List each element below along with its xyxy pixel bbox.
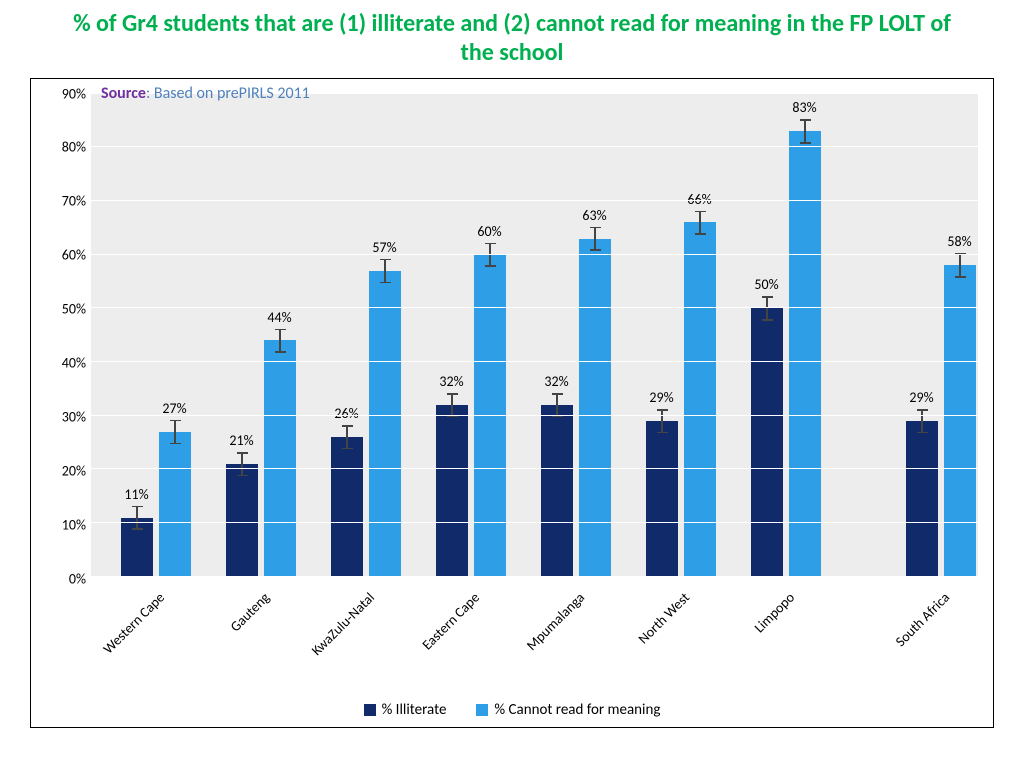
bar (579, 239, 611, 577)
bar-value-label: 11% (107, 486, 167, 503)
bar-group: 32% 60% (418, 94, 523, 577)
bar (331, 437, 363, 577)
bar-value-label: 83% (775, 99, 835, 116)
bar-group: 50% 83% (733, 94, 838, 577)
y-tick: 80% (46, 139, 86, 156)
bar (751, 308, 783, 576)
y-tick: 60% (46, 247, 86, 264)
y-tick: 10% (46, 516, 86, 533)
bar (789, 131, 821, 576)
x-tick-label: North West (634, 589, 692, 647)
bar-group: 26%57% (313, 94, 418, 577)
bar (436, 405, 468, 577)
gridline (91, 254, 978, 255)
gridline (91, 576, 978, 577)
bar-value-label: 60% (460, 223, 520, 240)
bar (944, 265, 976, 576)
bar-value-label: 32% (422, 373, 482, 390)
source-label: Source (101, 84, 146, 103)
y-tick: 50% (46, 301, 86, 318)
x-tick-label: Gauteng (226, 589, 272, 635)
legend-item: % Cannot read for meaning (476, 701, 660, 719)
bar-value-label: 32% (527, 373, 587, 390)
x-tick-label: South Africa (891, 589, 952, 650)
chart-title: % of Gr4 students that are (1) illiterat… (60, 10, 964, 68)
bar-value-label: 58% (930, 233, 990, 250)
y-tick: 70% (46, 193, 86, 210)
x-tick-label: Eastern Cape (418, 589, 482, 653)
bar-group: 29% 58% (888, 94, 993, 577)
y-tick: 40% (46, 355, 86, 372)
plot-area: 11%27%21%44%26%57%32%60%32%63%29%66%50%8… (91, 94, 978, 577)
bar-group: 32% 63% (523, 94, 628, 577)
y-tick: 30% (46, 408, 86, 425)
x-tick-label: Mpumalanga (523, 589, 588, 654)
bar (684, 222, 716, 576)
legend-swatch (476, 704, 488, 716)
bars-container: 11%27%21%44%26%57%32%60%32%63%29%66%50%8… (91, 94, 978, 577)
bar-group: 29%66% (628, 94, 733, 577)
bar-value-label: 29% (892, 389, 952, 406)
bar (264, 340, 296, 576)
x-tick-label: KwaZulu-Natal (308, 589, 378, 659)
y-tick: 0% (46, 570, 86, 587)
gridline (91, 415, 978, 416)
legend-swatch (364, 704, 376, 716)
y-tick: 90% (46, 85, 86, 102)
legend-label: % Illiterate (382, 701, 447, 719)
gridline (91, 200, 978, 201)
bar (646, 421, 678, 577)
gridline (91, 146, 978, 147)
bar (906, 421, 938, 577)
bar (226, 464, 258, 577)
bar-group: 21% 44% (208, 94, 313, 577)
bar-value-label: 21% (212, 432, 272, 449)
gridline (91, 468, 978, 469)
bar-group: 11%27% (103, 94, 208, 577)
x-tick-label: Limpopo (750, 589, 797, 636)
source-note: Source: Based on prePIRLS 2011 (101, 84, 310, 103)
gridline (91, 522, 978, 523)
legend: % Illiterate % Cannot read for meaning (31, 701, 993, 719)
bar-value-label: 29% (632, 389, 692, 406)
legend-label: % Cannot read for meaning (494, 701, 660, 719)
chart-frame: Source: Based on prePIRLS 2011 11%27%21%… (30, 78, 994, 728)
bar-value-label: 63% (565, 207, 625, 224)
bar (541, 405, 573, 577)
x-tick-label: Western Cape (99, 589, 167, 657)
bar-value-label: 50% (737, 276, 797, 293)
source-text: : Based on prePIRLS 2011 (146, 84, 310, 103)
gridline (91, 307, 978, 308)
y-tick: 20% (46, 462, 86, 479)
bar (159, 432, 191, 577)
bar-value-label: 44% (250, 309, 310, 326)
gridline (91, 361, 978, 362)
bar (369, 271, 401, 577)
legend-item: % Illiterate (364, 701, 447, 719)
